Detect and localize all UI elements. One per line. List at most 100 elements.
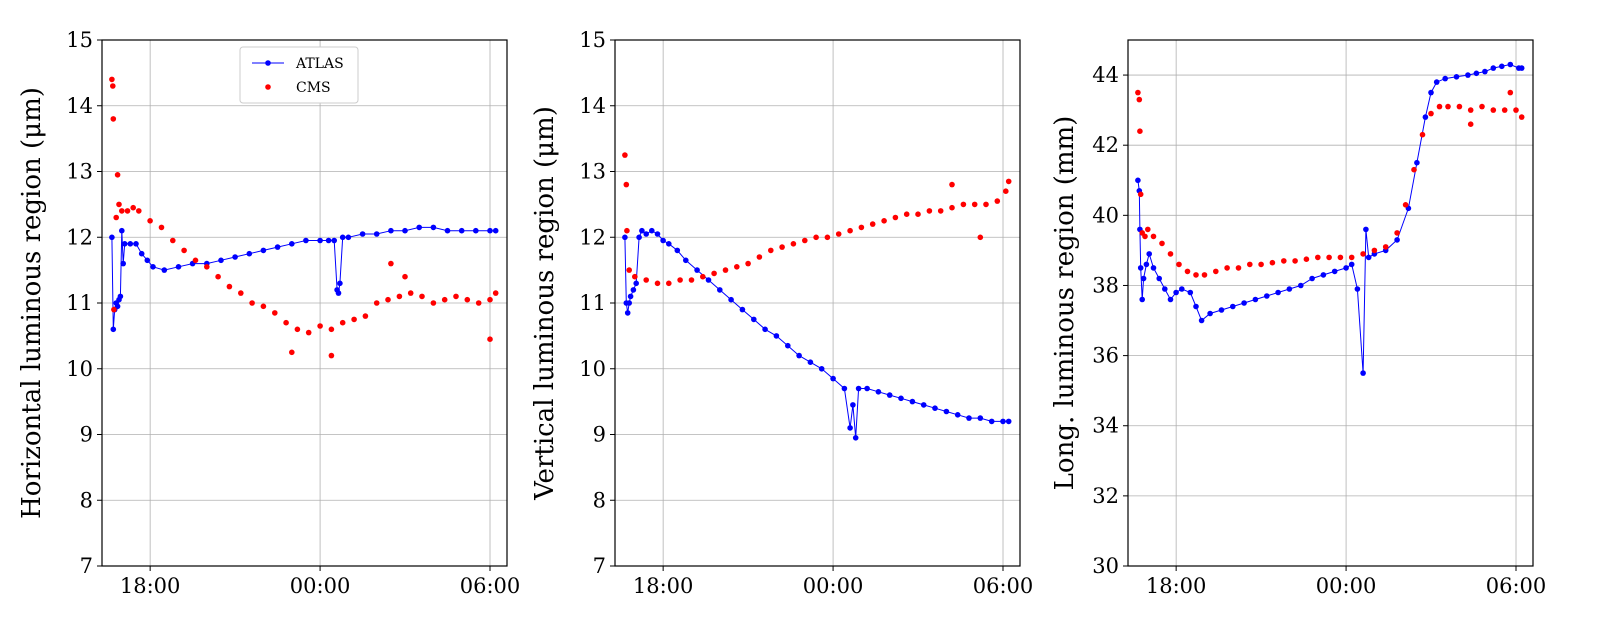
data-point-atlas: [850, 402, 856, 408]
data-point-cms: [283, 319, 289, 326]
data-point-cms: [124, 208, 131, 214]
data-point-atlas: [110, 326, 117, 333]
series-atlas-line: [1137, 63, 1522, 374]
data-point-atlas: [932, 405, 938, 412]
data-point-atlas: [1264, 293, 1270, 299]
data-point-cms: [949, 204, 955, 211]
data-point-atlas: [920, 402, 927, 408]
y-axis-label: Vertical luminous region (μm): [530, 106, 560, 501]
y-tick-label: 7: [593, 554, 606, 578]
data-point-cms: [1382, 244, 1389, 250]
data-point-cms: [430, 300, 437, 306]
data-point-cms: [305, 329, 312, 336]
data-point-atlas: [762, 326, 768, 333]
data-point-atlas: [627, 293, 634, 300]
data-point-cms: [1479, 103, 1485, 110]
data-point-cms: [858, 224, 865, 231]
x-tick-label: 18:00: [1146, 574, 1207, 598]
data-point-cms: [109, 76, 115, 83]
data-point-atlas: [487, 227, 493, 234]
data-point-cms: [1269, 259, 1276, 266]
data-point-atlas: [1230, 303, 1236, 310]
data-point-atlas: [1135, 177, 1141, 184]
data-point-cms: [622, 152, 628, 158]
data-point-atlas: [117, 293, 124, 300]
data-point-atlas: [1137, 265, 1144, 271]
data-point-atlas: [717, 287, 723, 293]
data-point-atlas: [785, 342, 791, 349]
data-point-atlas: [1363, 226, 1369, 233]
data-point-cms: [1411, 166, 1417, 173]
data-point-cms: [1150, 233, 1157, 240]
data-point-cms: [983, 201, 989, 208]
data-point-atlas: [643, 231, 649, 237]
data-point-cms: [1003, 188, 1009, 194]
data-point-cms: [116, 201, 122, 208]
data-point-atlas: [855, 385, 862, 392]
data-point-atlas: [150, 264, 156, 270]
data-point-cms: [362, 313, 369, 319]
data-point-cms: [1513, 107, 1519, 113]
data-point-atlas: [133, 241, 139, 247]
data-point-atlas: [416, 224, 423, 231]
data-point-atlas: [728, 296, 734, 303]
data-point-cms: [317, 323, 323, 329]
data-point-cms: [114, 172, 121, 178]
data-point-cms: [1326, 254, 1332, 261]
data-point-cms: [147, 218, 153, 224]
x-tick-label: 18:00: [120, 574, 181, 598]
data-point-cms: [238, 290, 244, 296]
data-point-cms: [666, 280, 672, 287]
data-point-cms: [1428, 110, 1434, 117]
data-point-atlas: [274, 244, 281, 250]
data-point-atlas: [1140, 275, 1147, 282]
data-point-cms: [1159, 240, 1165, 247]
data-point-cms: [824, 234, 831, 241]
y-tick-label: 32: [1092, 484, 1119, 508]
data-point-cms: [1456, 103, 1463, 110]
data-point-atlas: [636, 234, 642, 241]
data-point-cms: [289, 349, 295, 356]
vertical-luminous-chart: 7 8 9 10 11 12 13 14 15 18:00 00:00 06:00 Vertical l…: [520, 0, 1040, 640]
data-point-cms: [1303, 256, 1310, 263]
data-point-cms: [419, 293, 425, 300]
data-point-cms: [881, 218, 887, 224]
data-point-atlas: [818, 366, 825, 372]
data-point-cms: [1281, 258, 1287, 264]
data-point-cms: [441, 296, 448, 303]
data-point-cms: [892, 214, 899, 221]
data-point-atlas: [1348, 261, 1355, 268]
data-point-cms: [110, 116, 117, 122]
data-point-atlas: [966, 415, 972, 421]
data-point-atlas: [954, 412, 961, 418]
data-point-atlas: [864, 385, 870, 392]
data-point-cms: [977, 234, 984, 241]
data-point-cms: [1167, 251, 1174, 257]
data-point-atlas: [796, 352, 802, 359]
series-atlas-line: [111, 226, 496, 330]
data-point-cms: [643, 277, 649, 283]
data-point-cms: [402, 273, 408, 280]
data-point-cms: [1419, 131, 1426, 138]
data-point-cms: [110, 83, 116, 89]
data-point-cms: [722, 267, 729, 273]
data-point-cms: [1445, 103, 1451, 110]
data-point-cms: [1292, 258, 1298, 264]
data-point-cms: [1348, 254, 1355, 261]
data-point-cms: [1193, 272, 1199, 278]
data-point-cms: [1371, 247, 1378, 254]
data-point-atlas: [1453, 74, 1460, 80]
data-point-cms: [802, 237, 808, 244]
data-point-cms: [768, 247, 774, 254]
data-point-cms: [113, 214, 119, 221]
data-point-atlas: [1193, 303, 1199, 310]
data-point-cms: [1135, 89, 1141, 96]
plot-frame: [101, 39, 508, 567]
y-tick-label: 8: [593, 488, 606, 512]
data-point-atlas: [1331, 268, 1338, 275]
data-point-atlas: [303, 237, 309, 244]
data-point-atlas: [639, 227, 645, 234]
y-tick-label: 38: [1092, 273, 1119, 297]
data-point-atlas: [943, 408, 950, 415]
data-point-cms: [1467, 107, 1474, 113]
